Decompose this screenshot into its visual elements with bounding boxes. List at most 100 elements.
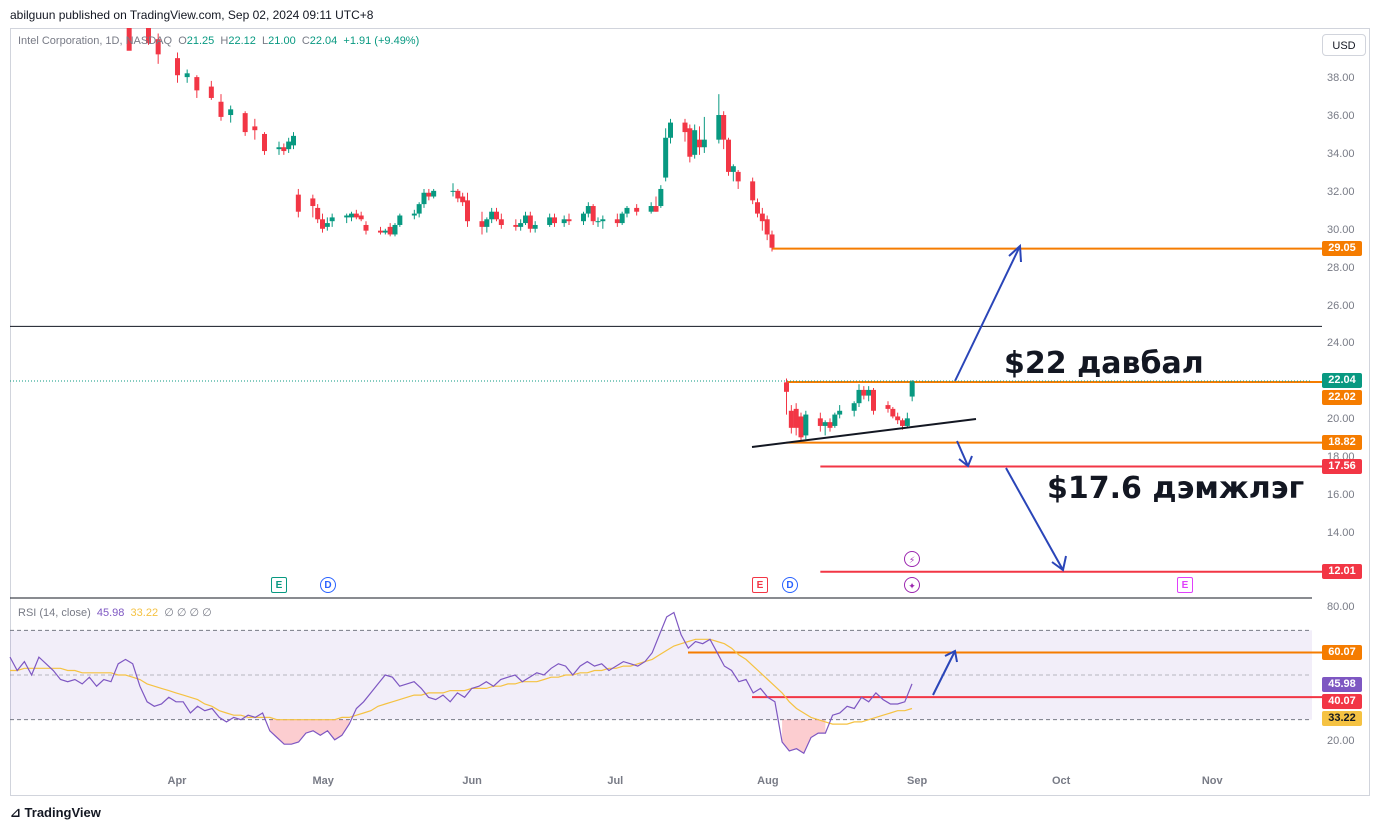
candle[interactable] — [329, 213, 335, 227]
dividend-badge-may[interactable]: D — [320, 577, 336, 593]
candle[interactable] — [721, 111, 727, 150]
candle[interactable] — [648, 202, 654, 214]
tradingview-logo[interactable]: ⊿ TradingView — [10, 805, 101, 821]
candle[interactable] — [663, 128, 669, 182]
candle[interactable] — [856, 384, 862, 407]
rsi-line[interactable] — [9, 611, 913, 755]
candle[interactable] — [726, 137, 731, 176]
candle[interactable] — [585, 202, 591, 218]
candle[interactable] — [803, 410, 809, 440]
candle[interactable] — [909, 380, 915, 402]
candle[interactable] — [155, 33, 161, 64]
candle[interactable] — [581, 211, 586, 225]
candle[interactable] — [619, 211, 625, 225]
candle[interactable] — [614, 213, 620, 227]
candle[interactable] — [494, 207, 499, 222]
candle[interactable] — [455, 188, 461, 203]
candle[interactable] — [788, 405, 794, 434]
down-arrow-short[interactable] — [956, 440, 969, 467]
candle[interactable] — [411, 209, 417, 220]
candle[interactable] — [286, 137, 292, 153]
candle[interactable] — [175, 52, 180, 83]
candle[interactable] — [827, 418, 833, 432]
sparkle-icon[interactable]: ✦ — [904, 577, 920, 593]
candle[interactable] — [194, 75, 200, 98]
rsi-up-arrow[interactable] — [932, 650, 956, 696]
candle[interactable] — [416, 202, 422, 218]
candle[interactable] — [547, 213, 553, 227]
candle[interactable] — [344, 213, 350, 224]
candle[interactable] — [735, 170, 741, 189]
candle[interactable] — [363, 221, 369, 235]
candle[interactable] — [484, 217, 490, 233]
earnings-badge-august[interactable]: E — [752, 577, 768, 593]
candle[interactable] — [861, 386, 867, 400]
candle[interactable] — [146, 28, 151, 45]
candle[interactable] — [793, 403, 799, 436]
candle[interactable] — [871, 388, 876, 415]
candle[interactable] — [716, 94, 722, 144]
candle[interactable] — [392, 223, 398, 237]
candle[interactable] — [218, 94, 224, 121]
candle[interactable] — [358, 211, 364, 222]
candle[interactable] — [595, 217, 601, 227]
candle[interactable] — [750, 177, 756, 205]
candle[interactable] — [262, 132, 267, 155]
candle[interactable] — [701, 116, 707, 153]
candle[interactable] — [784, 378, 789, 415]
candle[interactable] — [682, 118, 688, 142]
candle[interactable] — [324, 217, 330, 231]
down-arrow-long[interactable] — [1005, 467, 1064, 571]
candle[interactable] — [798, 412, 804, 442]
candle[interactable] — [895, 412, 901, 425]
candle[interactable] — [851, 401, 857, 417]
candle[interactable] — [658, 185, 664, 208]
candle[interactable] — [764, 215, 770, 241]
resistance-annotation[interactable]: $22 давбал — [1004, 346, 1204, 381]
candle[interactable] — [600, 215, 606, 229]
candle[interactable] — [832, 412, 838, 428]
candle[interactable] — [527, 211, 533, 233]
candle[interactable] — [228, 105, 234, 123]
currency-button[interactable]: USD — [1322, 34, 1366, 56]
candle[interactable] — [552, 213, 557, 227]
candle[interactable] — [397, 213, 403, 227]
rsi-ma-line[interactable] — [10, 638, 913, 725]
candle[interactable] — [566, 213, 572, 225]
dividend-badge-august[interactable]: D — [782, 577, 798, 593]
candle[interactable] — [523, 211, 528, 225]
candle[interactable] — [730, 164, 736, 182]
candle[interactable] — [518, 219, 524, 231]
up-arrow-main[interactable] — [954, 245, 1021, 382]
candle[interactable] — [315, 204, 321, 224]
candle[interactable] — [687, 124, 693, 163]
candle[interactable] — [755, 198, 760, 218]
candle[interactable] — [532, 221, 538, 233]
rsi-legend[interactable]: RSI (14, close) 45.98 33.22 ∅ ∅ ∅ ∅ — [18, 606, 212, 619]
candle[interactable] — [431, 188, 437, 199]
candle[interactable] — [252, 118, 258, 140]
candle[interactable] — [387, 223, 393, 237]
candle[interactable] — [450, 183, 456, 197]
candle[interactable] — [208, 80, 214, 100]
candle[interactable] — [479, 211, 485, 235]
candle[interactable] — [353, 209, 359, 220]
candle[interactable] — [885, 401, 891, 413]
candle[interactable] — [759, 207, 765, 231]
candle[interactable] — [426, 188, 432, 201]
candle[interactable] — [837, 405, 843, 419]
candle[interactable] — [692, 124, 698, 159]
candle[interactable] — [904, 412, 910, 428]
candle[interactable] — [320, 213, 325, 233]
candle[interactable] — [465, 192, 470, 227]
candle[interactable] — [590, 204, 596, 225]
candle[interactable] — [310, 194, 316, 218]
candle[interactable] — [242, 111, 248, 136]
lightning-icon[interactable]: ⚡ — [904, 551, 920, 567]
candle[interactable] — [489, 207, 495, 224]
candle[interactable] — [817, 412, 823, 432]
candle[interactable] — [769, 230, 775, 252]
candle[interactable] — [697, 126, 702, 155]
candle[interactable] — [668, 118, 673, 144]
